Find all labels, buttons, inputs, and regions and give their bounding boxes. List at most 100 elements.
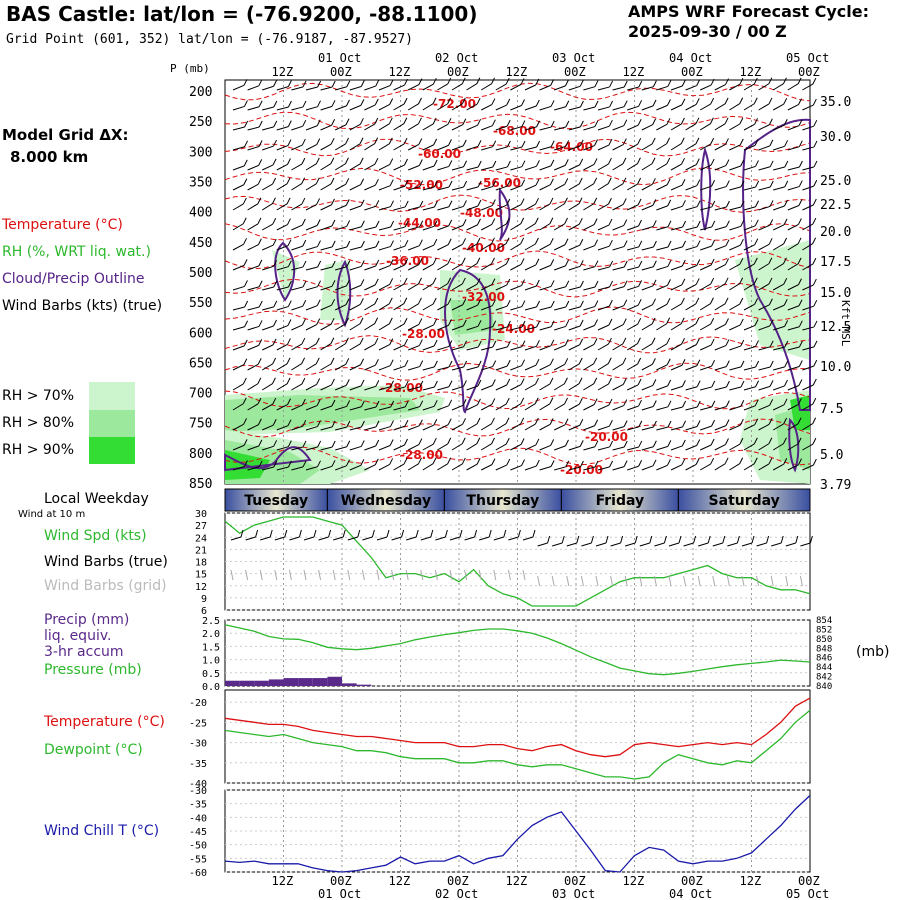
wind-barb bbox=[247, 280, 263, 291]
wind-barb bbox=[393, 400, 409, 411]
wind-barb bbox=[364, 337, 379, 351]
wind-barb bbox=[700, 179, 716, 191]
wind-barb bbox=[758, 257, 773, 271]
wind-barb bbox=[568, 197, 583, 211]
wind-barb bbox=[510, 237, 525, 251]
wind-barb bbox=[364, 200, 380, 211]
wind-barb bbox=[597, 138, 613, 151]
wind-barb bbox=[466, 398, 481, 411]
weekday-label: Friday bbox=[596, 493, 645, 509]
height-tick-label: 12.5 bbox=[820, 320, 851, 335]
wind-barb bbox=[422, 360, 438, 371]
wind-barb bbox=[627, 260, 643, 271]
true-wind-barb bbox=[479, 536, 490, 541]
wind-barb bbox=[335, 420, 351, 431]
wind-barb bbox=[349, 420, 365, 431]
true-wind-barb bbox=[464, 536, 475, 541]
wind-barb bbox=[422, 159, 438, 171]
wind-barb bbox=[407, 78, 423, 91]
wind-barb bbox=[524, 438, 540, 451]
wind-barb bbox=[656, 80, 672, 91]
wind-barb bbox=[276, 357, 291, 371]
wind-barb bbox=[524, 358, 540, 371]
grid-wind-barb bbox=[259, 569, 263, 581]
wind-barb bbox=[626, 378, 642, 391]
temperature-contour bbox=[224, 362, 811, 381]
wind-barb bbox=[583, 239, 599, 251]
wind-barb bbox=[714, 339, 730, 351]
wind-barb bbox=[320, 420, 336, 431]
wind-barb bbox=[700, 220, 716, 231]
wind-barb bbox=[554, 280, 570, 291]
wind-barb bbox=[524, 160, 540, 171]
wind-barb bbox=[729, 457, 744, 471]
wind-barb bbox=[393, 239, 409, 251]
wind-barb bbox=[320, 298, 336, 311]
wind-barb bbox=[612, 318, 627, 331]
height-tick-label: 30.0 bbox=[820, 130, 851, 145]
cloud-outline bbox=[224, 446, 312, 472]
wind-barb bbox=[656, 298, 671, 311]
pressure-tick: 852 bbox=[816, 625, 832, 635]
wind-barb bbox=[480, 77, 495, 91]
wind-barb bbox=[699, 78, 715, 91]
wind-barb bbox=[656, 317, 671, 331]
grid-wind-barb bbox=[712, 575, 716, 587]
wind-barb bbox=[349, 379, 365, 391]
wind-barb bbox=[670, 117, 685, 131]
wind-barb bbox=[714, 78, 729, 91]
wind-barb bbox=[378, 359, 394, 371]
wind-barb bbox=[656, 400, 672, 411]
wind-barb bbox=[291, 419, 307, 431]
wind-barb bbox=[670, 278, 686, 291]
wind-barb bbox=[729, 437, 744, 451]
wind-barb bbox=[524, 320, 541, 331]
wind-barb bbox=[422, 457, 437, 471]
true-wind-barb bbox=[712, 542, 723, 547]
wind-barb bbox=[524, 258, 540, 271]
wind-barb bbox=[276, 280, 292, 291]
true-wind-barb bbox=[654, 542, 665, 547]
wind-barb bbox=[349, 220, 365, 231]
grid-wind-barb bbox=[522, 569, 526, 581]
wind-barb bbox=[466, 257, 481, 271]
bottom-time-tick: 12Z bbox=[389, 874, 411, 888]
precip-legend-3: 3-hr accum bbox=[44, 644, 124, 660]
true-wind-barb bbox=[406, 536, 417, 541]
wind-barb bbox=[510, 258, 525, 271]
wind-barb bbox=[393, 359, 409, 371]
grid-wind-barb bbox=[537, 575, 541, 587]
pressure-line bbox=[224, 624, 811, 676]
temperature-contour bbox=[224, 111, 811, 130]
wind-barb bbox=[232, 339, 248, 351]
precip-bar bbox=[327, 676, 342, 686]
wind-barb bbox=[334, 317, 349, 331]
wind-barb bbox=[510, 217, 525, 231]
wind-barb bbox=[320, 378, 335, 391]
wind-barb bbox=[378, 278, 394, 291]
wind-barb bbox=[656, 240, 672, 251]
wind-barb bbox=[320, 317, 335, 331]
wind-barb bbox=[539, 159, 555, 171]
wind-barb bbox=[378, 200, 394, 211]
wind-barb bbox=[305, 378, 321, 391]
wind-barb bbox=[437, 180, 453, 191]
wind-barb bbox=[261, 357, 277, 371]
grid-wind-barb bbox=[303, 569, 307, 581]
wind-barb bbox=[291, 357, 306, 371]
wind-barb bbox=[729, 97, 744, 111]
true-wind-barb bbox=[537, 542, 548, 547]
grid-wind-barb bbox=[580, 575, 584, 587]
wind-barb bbox=[773, 340, 789, 351]
wind-barb bbox=[466, 199, 482, 211]
wind-barb bbox=[539, 418, 554, 431]
wind-barb bbox=[305, 399, 321, 411]
temperature-label: -28.00 bbox=[402, 327, 445, 341]
rh80-legend: RH > 80% bbox=[2, 415, 75, 431]
wind-barb bbox=[641, 440, 657, 451]
grid-wind-barb bbox=[391, 569, 395, 581]
wind-barb bbox=[495, 257, 510, 271]
wind-barb bbox=[524, 340, 540, 351]
wind-barb bbox=[787, 98, 802, 111]
